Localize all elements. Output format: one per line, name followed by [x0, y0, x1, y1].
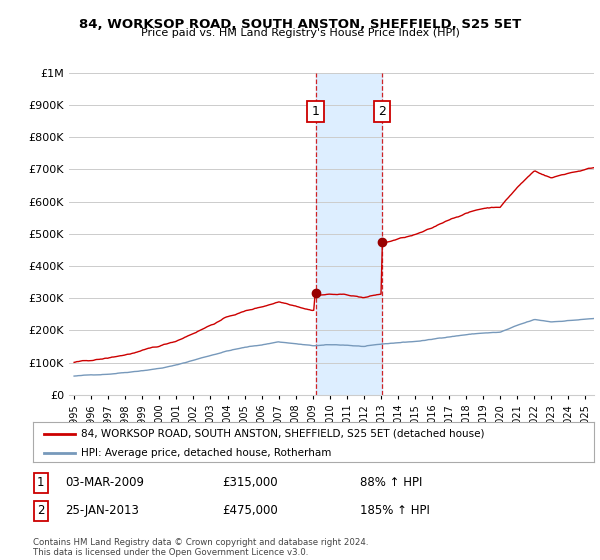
Text: Contains HM Land Registry data © Crown copyright and database right 2024.
This d: Contains HM Land Registry data © Crown c…: [33, 538, 368, 557]
Text: 2: 2: [378, 105, 386, 118]
Text: £475,000: £475,000: [222, 504, 278, 517]
Text: 84, WORKSOP ROAD, SOUTH ANSTON, SHEFFIELD, S25 5ET: 84, WORKSOP ROAD, SOUTH ANSTON, SHEFFIEL…: [79, 18, 521, 31]
Text: Price paid vs. HM Land Registry's House Price Index (HPI): Price paid vs. HM Land Registry's House …: [140, 28, 460, 38]
Text: HPI: Average price, detached house, Rotherham: HPI: Average price, detached house, Roth…: [80, 448, 331, 458]
Text: 25-JAN-2013: 25-JAN-2013: [65, 504, 139, 517]
Text: 1: 1: [312, 105, 320, 118]
Bar: [316, 73, 382, 395]
Text: 185% ↑ HPI: 185% ↑ HPI: [360, 504, 430, 517]
Text: 2: 2: [37, 504, 44, 517]
Text: 1: 1: [37, 476, 44, 489]
Text: 03-MAR-2009: 03-MAR-2009: [65, 476, 144, 489]
Text: 88% ↑ HPI: 88% ↑ HPI: [360, 476, 422, 489]
Text: 84, WORKSOP ROAD, SOUTH ANSTON, SHEFFIELD, S25 5ET (detached house): 84, WORKSOP ROAD, SOUTH ANSTON, SHEFFIEL…: [80, 429, 484, 439]
Text: £315,000: £315,000: [222, 476, 278, 489]
